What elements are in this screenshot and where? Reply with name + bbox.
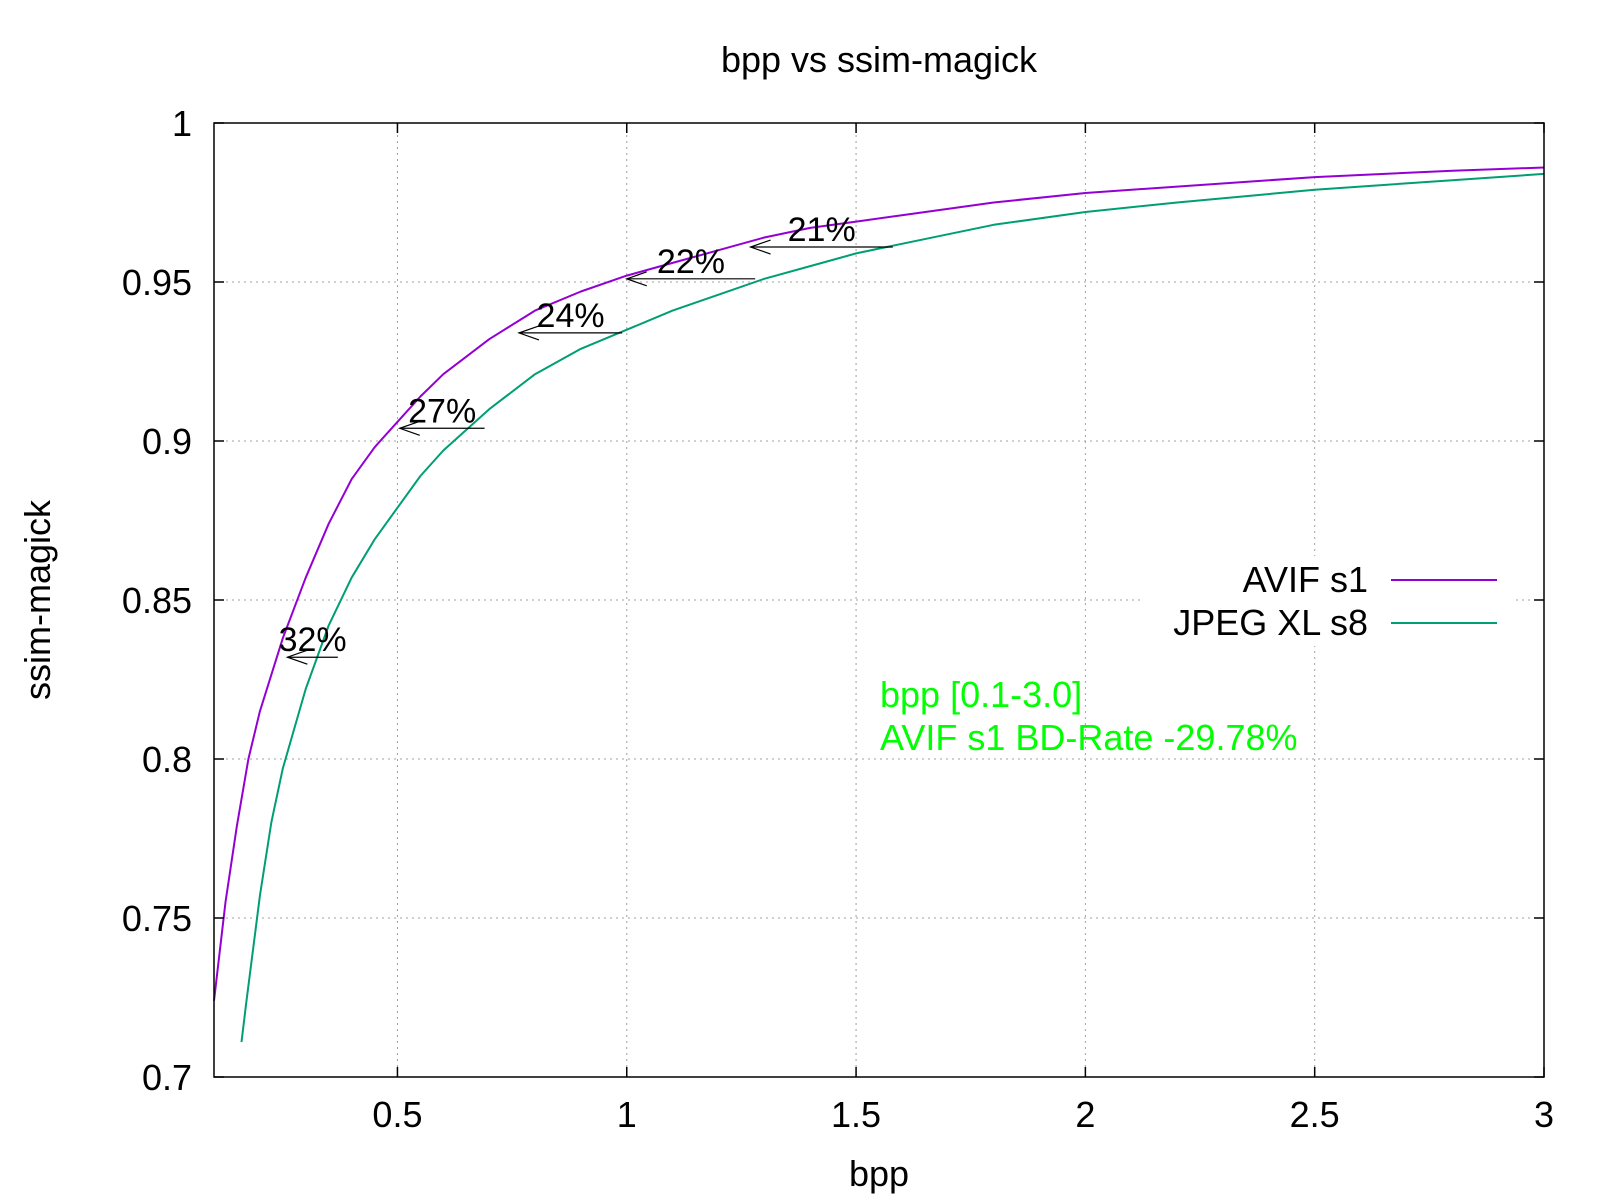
x-axis-label: bpp	[849, 1153, 909, 1194]
x-tick-label: 0.5	[372, 1094, 422, 1135]
y-tick-label: 0.95	[122, 262, 192, 303]
bd-rate-arrowhead	[624, 271, 647, 287]
text-notes: bpp [0.1-3.0]AVIF s1 BD-Rate -29.78%	[880, 674, 1298, 758]
series-layer	[213, 166, 1545, 1043]
y-tick-label: 0.8	[142, 739, 192, 780]
bd-rate-arrowhead	[748, 239, 771, 255]
series-line-0	[213, 166, 1545, 1001]
legend-label: AVIF s1	[1243, 559, 1368, 600]
x-tick-label: 1.5	[831, 1094, 881, 1135]
series-line-1	[240, 172, 1545, 1043]
y-tick-label: 0.85	[122, 580, 192, 621]
y-tick-label: 0.9	[142, 421, 192, 462]
bd-rate-label: 27%	[408, 392, 476, 430]
text-note: AVIF s1 BD-Rate -29.78%	[880, 717, 1298, 758]
annotation-layer: 32% 27% 24% 22% 21%	[279, 211, 893, 665]
bd-rate-arrowhead	[285, 649, 308, 665]
y-axis-label: ssim-magick	[17, 499, 58, 700]
bd-rate-label: 32%	[279, 621, 347, 659]
x-tick-label: 2	[1075, 1094, 1095, 1135]
x-tick-label: 3	[1534, 1094, 1554, 1135]
bd-rate-arrowhead	[397, 420, 420, 436]
x-tick-label: 1	[617, 1094, 637, 1135]
legend-label: JPEG XL s8	[1173, 602, 1368, 643]
y-tick-label: 0.75	[122, 898, 192, 939]
text-note: bpp [0.1-3.0]	[880, 674, 1082, 715]
x-tick-label: 2.5	[1290, 1094, 1340, 1135]
chart-title: bpp vs ssim-magick	[721, 39, 1038, 80]
bd-rate-arrowhead	[517, 325, 540, 341]
bd-rate-label: 24%	[537, 297, 605, 335]
tick-layer: 0.5 1 1.5 2 2.5 3 0.7 0.75 0.8 0.85 0.9 0.95 1	[122, 103, 1554, 1135]
legend-background	[1140, 556, 1512, 646]
bd-rate-label: 22%	[657, 243, 725, 281]
bd-rate-label: 21%	[788, 211, 856, 249]
y-tick-label: 1	[172, 103, 192, 144]
y-tick-label: 0.7	[142, 1057, 192, 1098]
